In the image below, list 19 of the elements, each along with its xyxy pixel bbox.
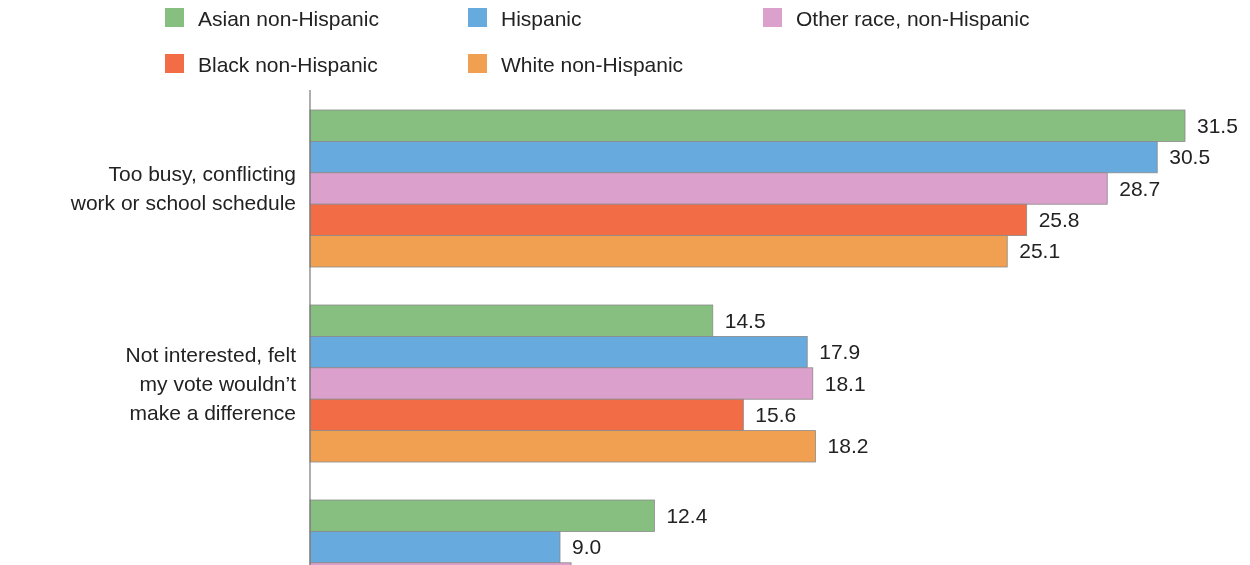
legend-label: Black non-Hispanic <box>198 53 378 76</box>
data-label: 12.4 <box>666 503 708 527</box>
legend-label: Asian non-Hispanic <box>198 7 379 30</box>
y-tick-label: Not interested, felt my vote wouldn’t make a difference <box>125 342 297 424</box>
data-label: 30.5 <box>1169 145 1211 169</box>
data-label: 18.1 <box>824 371 866 395</box>
data-label: 18.2 <box>827 434 869 458</box>
y-tick-label: Too busy, conflicting work or school schedule <box>69 162 296 214</box>
legend-label: Other race, non-Hispanic <box>796 7 1030 30</box>
legend-label: Hispanic <box>501 7 582 30</box>
data-label: 31.5 <box>1197 113 1238 137</box>
data-label: 25.1 <box>1019 239 1061 263</box>
data-label: 17.9 <box>819 340 861 364</box>
data-label: 9.0 <box>572 535 602 559</box>
data-label: 15.6 <box>755 402 797 426</box>
data-label: 28.7 <box>1119 176 1161 200</box>
legend-label: White non-Hispanic <box>501 53 684 76</box>
data-label: 25.8 <box>1038 207 1080 231</box>
data-label: 14.5 <box>724 308 766 332</box>
